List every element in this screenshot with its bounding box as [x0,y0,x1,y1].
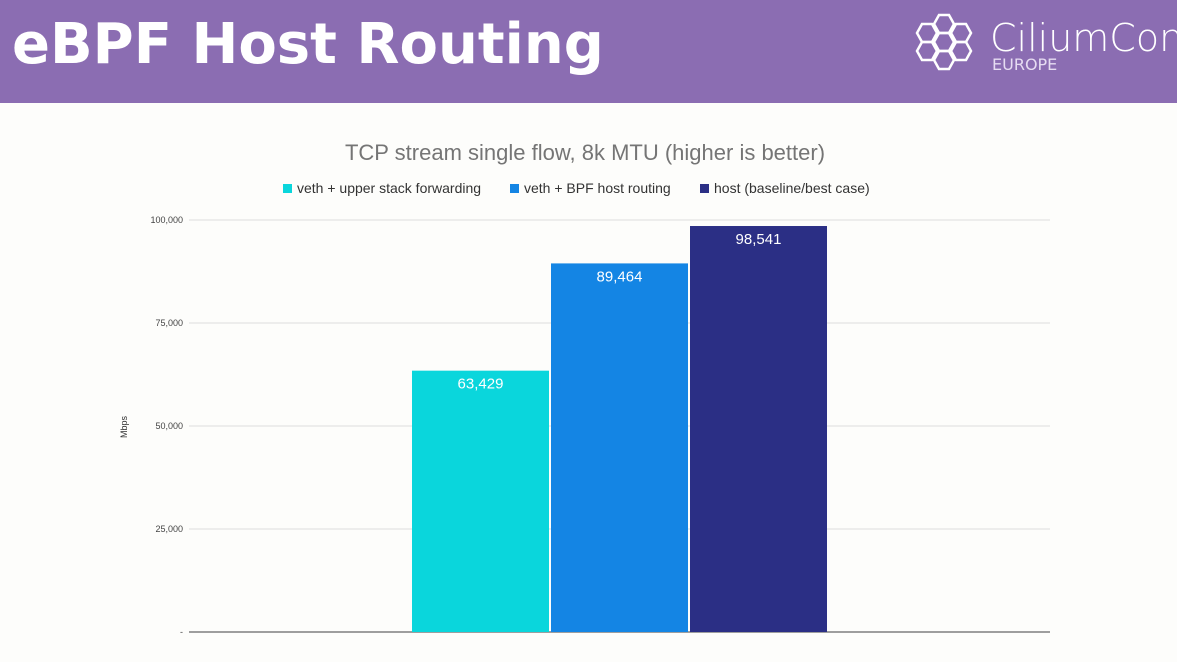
slide-title: eBPF Host Routing [12,12,604,77]
chart-title: TCP stream single flow, 8k MTU (higher i… [345,140,825,165]
legend-swatch [510,184,519,193]
y-tick-label: 50,000 [155,421,183,431]
bar [551,263,688,632]
data-label: 63,429 [458,376,504,393]
y-tick-label: 75,000 [155,318,183,328]
y-axis-label: Mbps [119,416,129,439]
data-label: 89,464 [597,268,643,285]
logo-sub: EUROPE [992,55,1058,74]
legend-label: veth + upper stack forwarding [297,180,481,196]
data-label: 98,541 [736,231,782,248]
legend-swatch [283,184,292,193]
legend-swatch [700,184,709,193]
bar [412,370,549,632]
slide-header: eBPF Host Routing CiliumCon EUROPE [0,0,1177,103]
bar [690,226,827,632]
y-tick-label: - [180,627,183,637]
legend: veth + upper stack forwarding veth + BPF … [283,180,870,196]
logo-name: CiliumCon [990,16,1177,60]
y-tick-label: 25,000 [155,524,183,534]
legend-label: host (baseline/best case) [714,180,870,196]
legend-label: veth + BPF host routing [524,180,671,196]
bars: 63,429 89,464 98,541 [412,226,827,632]
hexagon-logo-icon [915,13,973,71]
y-tick-label: 100,000 [150,215,183,225]
